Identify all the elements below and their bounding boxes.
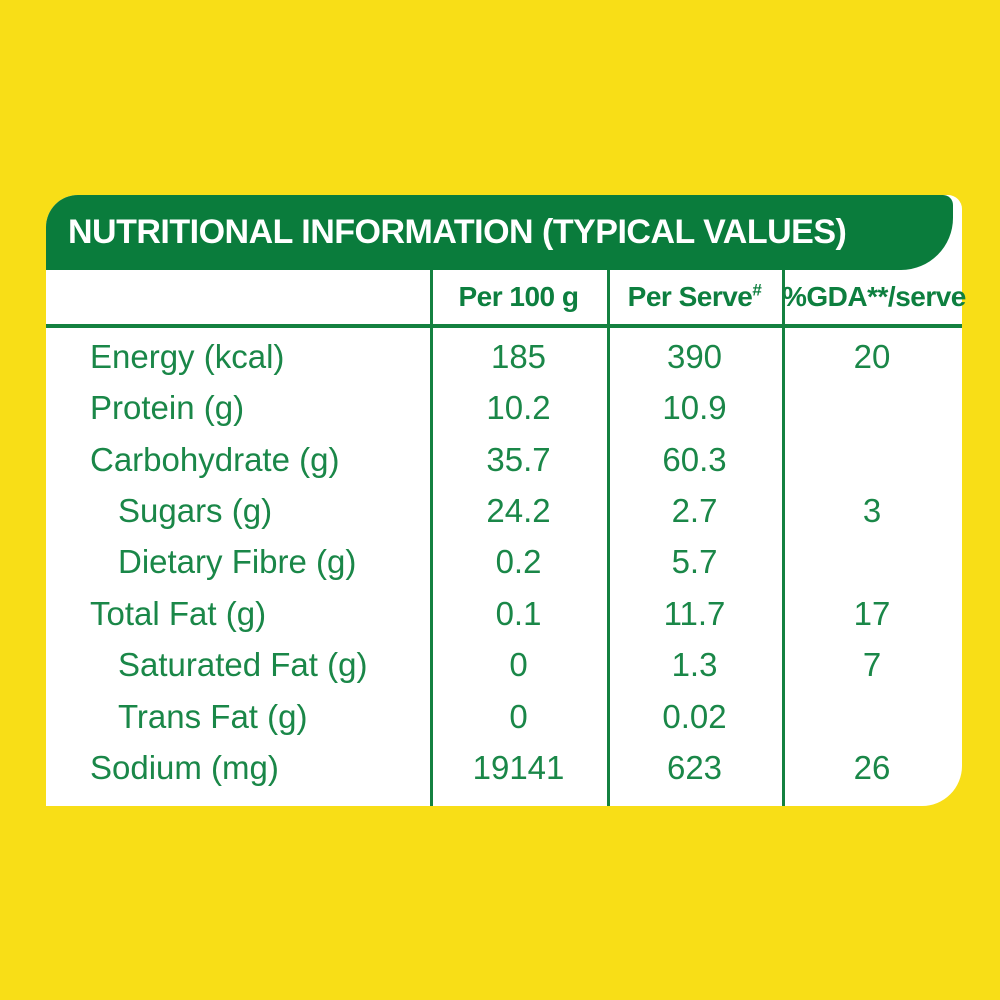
per-serve-value: 10.9 <box>662 389 727 427</box>
table-row: Sugars (g) 24.2 2.7 3 <box>46 485 962 536</box>
column-separator-1 <box>430 270 433 806</box>
table-column-headers: Per 100 g Per Serve# %GDA**/serve <box>46 270 966 324</box>
gda-per-serve-value: 7 <box>862 646 882 684</box>
per-serve-value: 623 <box>666 749 723 787</box>
gda-per-serve-value: 3 <box>862 492 882 530</box>
per-100g-value: 0.2 <box>495 543 542 581</box>
column-separator-3 <box>782 270 785 806</box>
gda-per-serve-value: 20 <box>853 337 891 375</box>
header-divider-line <box>46 324 962 328</box>
nutrient-label: Energy (kcal) <box>90 337 285 375</box>
panel-title: NUTRITIONAL INFORMATION (TYPICAL VALUES) <box>68 213 847 251</box>
per-serve-value: 1.3 <box>671 646 718 684</box>
per-serve-value: 390 <box>666 337 723 375</box>
panel-header-banner: NUTRITIONAL INFORMATION (TYPICAL VALUES) <box>46 195 953 270</box>
per-serve-footnote-mark: # <box>752 280 762 300</box>
per-100g-value: 0 <box>509 646 528 684</box>
nutrient-label: Saturated Fat (g) <box>118 646 368 684</box>
table-row: Total Fat (g) 0.1 11.7 17 <box>46 588 962 639</box>
per-100g-value: 0.1 <box>495 594 542 632</box>
per-serve-value: 2.7 <box>671 492 718 530</box>
column-header-per-serve: Per Serve# <box>627 280 762 312</box>
column-header-per-100g: Per 100 g <box>458 281 579 312</box>
per-serve-value: 11.7 <box>663 594 726 632</box>
table-body: Energy (kcal) 185 390 20 Protein (g) 10.… <box>46 331 962 794</box>
table-row: Protein (g) 10.2 10.9 <box>46 382 962 433</box>
per-100g-value: 35.7 <box>486 440 551 478</box>
nutrient-label: Total Fat (g) <box>90 594 267 632</box>
nutrient-label: Protein (g) <box>90 389 245 427</box>
per-100g-value: 24.2 <box>486 492 551 530</box>
per-100g-value: 185 <box>490 337 547 375</box>
per-100g-value: 0 <box>509 697 528 735</box>
table-row: Dietary Fibre (g) 0.2 5.7 <box>46 537 962 588</box>
per-100g-value: 10.2 <box>486 389 551 427</box>
per-serve-value: 60.3 <box>662 440 727 478</box>
nutrient-label: Sodium (mg) <box>90 749 279 787</box>
gda-per-serve-value: 17 <box>853 594 891 632</box>
nutrient-label: Dietary Fibre (g) <box>118 543 357 581</box>
table-row: Trans Fat (g) 0 0.02 <box>46 691 962 742</box>
per-100g-value: 19141 <box>472 749 565 787</box>
per-serve-value: 5.7 <box>671 543 718 581</box>
nutrient-label: Trans Fat (g) <box>118 697 308 735</box>
table-row: Saturated Fat (g) 0 1.3 7 <box>46 640 962 691</box>
table-row: Sodium (mg) 19141 623 26 <box>46 743 962 794</box>
nutrient-label: Carbohydrate (g) <box>90 440 340 478</box>
gda-per-serve-value: 26 <box>853 749 891 787</box>
column-header-gda-per-serve: %GDA**/serve <box>782 281 966 312</box>
per-serve-value: 0.02 <box>662 697 727 735</box>
table-row: Carbohydrate (g) 35.7 60.3 <box>46 434 962 485</box>
table-row: Energy (kcal) 185 390 20 <box>46 331 962 382</box>
column-separator-2 <box>607 270 610 806</box>
nutrient-label: Sugars (g) <box>118 492 273 530</box>
nutrition-panel: NUTRITIONAL INFORMATION (TYPICAL VALUES)… <box>46 195 966 806</box>
